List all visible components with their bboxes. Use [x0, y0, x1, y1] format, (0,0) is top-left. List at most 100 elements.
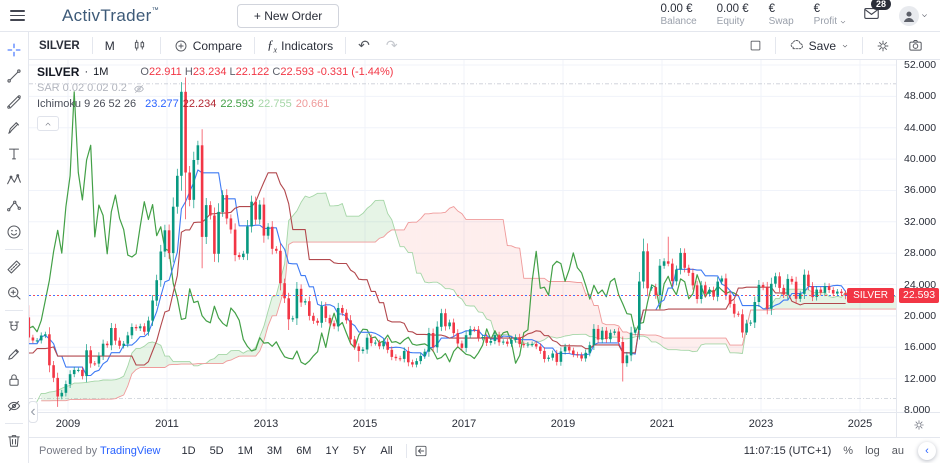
toolbar-collapse-handle[interactable]: ‹ [28, 401, 38, 423]
parallel-channel-tool[interactable] [2, 90, 26, 114]
chart-style-button[interactable] [123, 35, 156, 56]
symbol-button[interactable]: SILVER [39, 39, 80, 52]
notification-badge: 28 [870, 0, 891, 10]
range-1y-button[interactable]: 1Y [318, 443, 345, 459]
legend-symbol[interactable]: SILVER [37, 65, 80, 79]
year-label: 2011 [155, 418, 179, 430]
undo-button[interactable]: ↶ [358, 37, 370, 53]
equity-label: Equity [716, 16, 745, 28]
crosshair-tool[interactable] [2, 38, 26, 62]
menu-icon[interactable] [10, 6, 30, 26]
indicators-button[interactable]: ƒx Indicators [267, 36, 334, 55]
auto-scale-button[interactable]: au [891, 444, 904, 457]
trend-line-icon [5, 67, 23, 85]
layout-button[interactable] [740, 36, 771, 55]
square-layout-icon [748, 38, 763, 53]
person-icon [900, 7, 918, 25]
clock[interactable]: 11:07:15 (UTC+1) [743, 444, 832, 457]
swap-stat: € Swap [769, 3, 794, 28]
xabcd-pattern-tool[interactable] [2, 168, 26, 192]
range-5y-button[interactable]: 5Y [346, 443, 373, 459]
range-1d-button[interactable]: 1D [175, 443, 203, 459]
range-all-button[interactable]: All [373, 443, 399, 459]
projection-tool[interactable] [2, 194, 26, 218]
gear-icon [875, 38, 891, 54]
minus-circle-icon[interactable] [113, 66, 127, 80]
compare-button[interactable]: Compare [165, 36, 250, 56]
emoji-tool[interactable] [2, 220, 26, 244]
balance-stat: 0.00 € Balance [661, 3, 697, 28]
cloud-icon [788, 37, 805, 54]
range-1m-button[interactable]: 1M [231, 443, 260, 459]
sar-indicator-row[interactable]: SAR 0.02 0.02 0.2 [37, 82, 127, 95]
equity-stat: 0.00 € Equity [717, 3, 749, 28]
price-tick: 40.000 [904, 153, 937, 166]
ichimoku-indicator-row[interactable]: Ichimoku 9 26 52 26 [37, 98, 137, 111]
text-tool[interactable] [2, 142, 26, 166]
range-3m-button[interactable]: 3M [260, 443, 289, 459]
price-tick: 20.000 [904, 309, 937, 322]
account-menu[interactable] [899, 5, 930, 26]
trend-line-tool[interactable] [2, 64, 26, 88]
year-label: 2025 [847, 418, 873, 430]
account-stats: 0.00 € Balance 0.00 € Equity € Swap € Pr… [661, 3, 848, 28]
save-button[interactable]: Save [780, 35, 858, 56]
screenshot-button[interactable] [899, 35, 932, 56]
price-tick: 36.000 [904, 184, 937, 197]
hide-all-tool[interactable] [2, 394, 26, 418]
price-tick: 52.000 [904, 59, 937, 71]
balance-value: 0.00 € [660, 3, 693, 16]
magnet-tool[interactable] [2, 316, 26, 340]
swap-label: Swap [768, 16, 794, 28]
profit-label: Profit [813, 16, 837, 28]
mail-icon [862, 4, 881, 23]
price-tick: 48.000 [904, 90, 937, 103]
tradingview-link[interactable]: TradingView [99, 444, 161, 457]
eye-off-icon[interactable] [132, 82, 146, 96]
price-tick: 28.000 [904, 247, 937, 260]
chart-legend: SILVER · 1M O22.911 H23.234 L22.122 C22.… [37, 64, 394, 132]
profit-stat[interactable]: € Profit [814, 3, 848, 28]
chart-toolbar: SILVER M Compare ƒx Indicators ↶ ↷ [29, 32, 940, 60]
axis-settings-corner[interactable] [896, 412, 940, 437]
ichimoku-value: 22.593 [220, 98, 255, 111]
brush-tool[interactable] [2, 116, 26, 140]
time-axis[interactable]: 2009 2011 2013 2015 2017 2019 2021 2023 2025 [29, 412, 896, 437]
drawing-mode-icon [5, 345, 23, 363]
log-scale-button[interactable]: log [865, 444, 880, 457]
new-order-button[interactable]: + New Order [236, 3, 340, 28]
zoom-in-icon [5, 284, 23, 302]
year-label: 2023 [748, 418, 774, 430]
chart-settings-button[interactable] [867, 36, 899, 56]
interval-button[interactable]: M [104, 38, 115, 53]
chart-plot-area[interactable]: SILVER · 1M O22.911 H23.234 L22.122 C22.… [29, 60, 896, 412]
redo-button[interactable]: ↷ [385, 37, 398, 53]
range-5d-button[interactable]: 5D [203, 443, 231, 459]
parallel-channel-icon [5, 93, 23, 111]
trash-tool[interactable] [2, 429, 26, 453]
price-tick: 12.000 [904, 372, 937, 385]
ichimoku-values: 23.277 22.234 22.593 22.755 20.661 [141, 97, 329, 113]
go-to-date-icon[interactable] [413, 443, 429, 459]
drawing-mode-tool[interactable] [2, 342, 26, 366]
caret-down-icon [919, 10, 930, 21]
ruler-tool[interactable] [2, 255, 26, 279]
price-axis[interactable]: 52.000 48.000 44.000 40.000 36.000 32.000 28.0… [896, 59, 940, 416]
legend-interval: 1M [93, 65, 109, 78]
legend-ohlc: O22.911 H23.234 L22.122 C22.593 -0.331 (… [140, 65, 394, 78]
year-label: 2019 [550, 418, 576, 430]
ichimoku-value: 23.277 [145, 98, 179, 111]
notifications-button[interactable]: 28 [862, 0, 891, 28]
year-label: 2015 [352, 418, 378, 430]
zoom-in-tool[interactable] [2, 281, 26, 305]
price-chart [29, 60, 896, 412]
range-6m-button[interactable]: 6M [289, 443, 318, 459]
lock-all-tool[interactable] [2, 368, 26, 392]
powered-by: Powered by TradingView [39, 444, 161, 457]
legend-collapse-button[interactable] [37, 116, 59, 132]
price-tick: 24.000 [904, 278, 937, 291]
year-label: 2021 [649, 418, 675, 430]
expand-panel-button[interactable]: ‹ [918, 441, 936, 460]
brush-icon [5, 119, 23, 137]
percent-scale-button[interactable]: % [843, 444, 854, 457]
